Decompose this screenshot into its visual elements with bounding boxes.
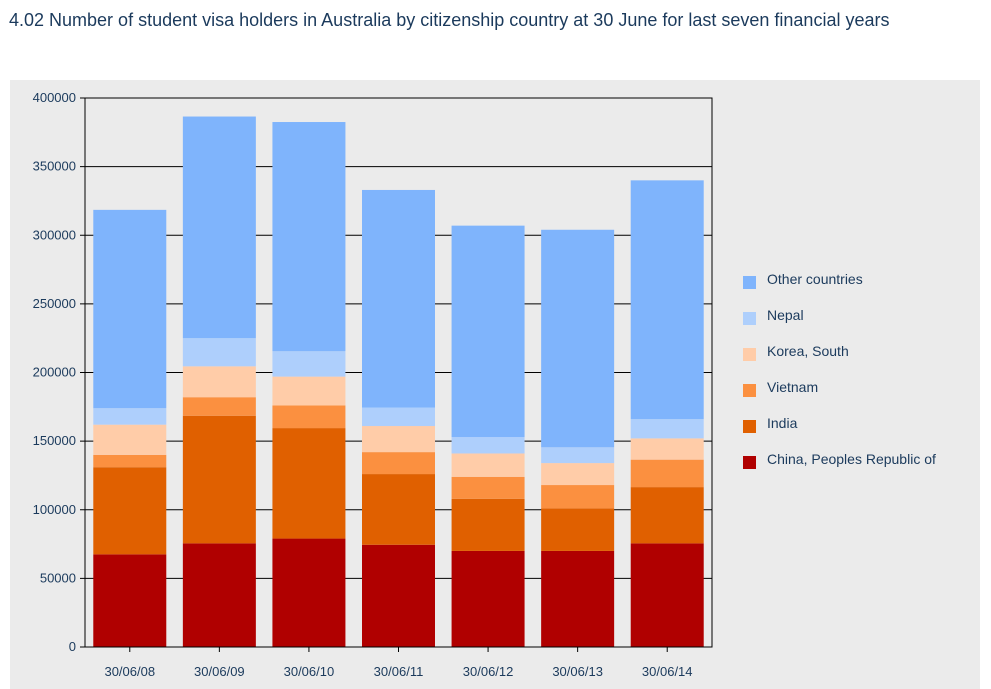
bar-segment xyxy=(182,415,256,544)
bar-segment xyxy=(630,180,704,420)
y-tick-label: 0 xyxy=(69,639,76,654)
bar-segment xyxy=(93,424,167,455)
legend-swatch xyxy=(743,312,756,325)
y-tick-label: 350000 xyxy=(33,159,76,174)
legend-label: Korea, South xyxy=(767,343,849,359)
x-tick-label: 30/06/13 xyxy=(552,664,603,679)
bar-segment xyxy=(272,405,346,429)
bars xyxy=(93,116,704,647)
y-tick-label: 300000 xyxy=(33,227,76,242)
bar-segment xyxy=(272,351,346,377)
stacked-bar-chart: 0 50000 100000 150000 200000 250000 300000 3500… xyxy=(33,90,713,679)
bar-segment xyxy=(630,543,704,647)
plot-frame xyxy=(84,97,713,648)
bar-segment xyxy=(451,550,525,647)
y-tick-label: 150000 xyxy=(33,433,76,448)
legend-item: Korea, South xyxy=(740,342,970,378)
bar-segment xyxy=(451,225,525,438)
bar-segment xyxy=(541,229,615,448)
legend-item: Vietnam xyxy=(740,378,970,414)
bar-segment xyxy=(272,376,346,406)
bar-segment xyxy=(451,498,525,551)
x-tick-label: 30/06/08 xyxy=(104,664,155,679)
y-tick-label: 200000 xyxy=(33,365,76,380)
bar-segment xyxy=(541,550,615,647)
bar-segment xyxy=(630,459,704,488)
bar-segment xyxy=(182,366,256,398)
legend-swatch xyxy=(743,276,756,289)
bar-segment xyxy=(541,508,615,551)
y-tick-label: 400000 xyxy=(33,90,76,105)
legend-swatch xyxy=(743,420,756,433)
legend-label: China, Peoples Republic of xyxy=(767,451,936,467)
bar-segment xyxy=(93,467,167,555)
axes: 0 50000 100000 150000 200000 250000 300000 3500… xyxy=(33,90,713,679)
bar-segment xyxy=(541,447,615,464)
bar-segment xyxy=(541,463,615,486)
x-tick-label: 30/06/14 xyxy=(642,664,693,679)
bar-segment xyxy=(182,116,256,339)
bar-segment xyxy=(362,407,435,427)
bar-segment xyxy=(93,454,167,468)
bar-segment xyxy=(182,543,256,647)
legend-swatch xyxy=(743,384,756,397)
y-tick-label: 50000 xyxy=(40,570,76,585)
y-tick-label: 100000 xyxy=(33,502,76,517)
legend-item: Nepal xyxy=(740,306,970,342)
bar-segment xyxy=(182,338,256,367)
bar-segment xyxy=(272,122,346,352)
x-tick-label: 30/06/10 xyxy=(284,664,335,679)
bar-segment xyxy=(362,544,435,647)
bar-segment xyxy=(362,474,435,545)
chart-panel: 0 50000 100000 150000 200000 250000 300000 3500… xyxy=(10,80,980,689)
x-tick-label: 30/06/11 xyxy=(374,664,424,679)
legend-label: Other countries xyxy=(767,271,863,287)
y-tick-label: 250000 xyxy=(33,296,76,311)
bar-segment xyxy=(630,419,704,439)
bar-segment xyxy=(272,428,346,539)
legend-item: Other countries xyxy=(740,270,970,306)
bar-segment xyxy=(451,453,525,477)
bar-segment xyxy=(362,426,435,453)
legend-item: China, Peoples Republic of xyxy=(740,450,970,486)
bar-segment xyxy=(451,476,525,499)
bar-segment xyxy=(93,408,167,425)
x-tick-label: 30/06/12 xyxy=(463,664,514,679)
legend-label: India xyxy=(767,415,798,431)
legend-label: Nepal xyxy=(767,307,804,323)
bar-segment xyxy=(93,554,167,647)
x-tick-label: 30/06/09 xyxy=(194,664,245,679)
legend-label: Vietnam xyxy=(767,379,819,395)
bar-segment xyxy=(182,397,256,416)
bar-segment xyxy=(362,189,435,408)
bar-segment xyxy=(451,437,525,454)
legend-item: India xyxy=(740,414,970,450)
legend: Other countries Nepal Korea, South Vietnam I… xyxy=(740,270,970,486)
chart-title: 4.02 Number of student visa holders in A… xyxy=(9,10,890,30)
bar-segment xyxy=(93,209,167,409)
bar-segment xyxy=(630,438,704,460)
legend-swatch xyxy=(743,348,756,361)
legend-swatch xyxy=(743,456,756,469)
bar-segment xyxy=(272,538,346,647)
bar-segment xyxy=(362,452,435,475)
bar-segment xyxy=(541,485,615,509)
bar-segment xyxy=(630,487,704,544)
